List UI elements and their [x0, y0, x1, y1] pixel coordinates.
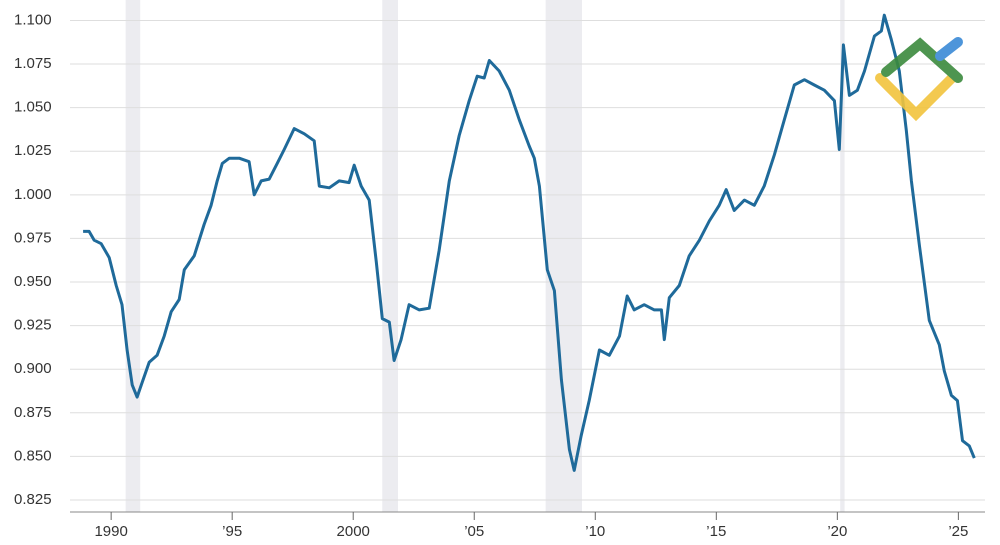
y-tick-label: 1.075	[14, 55, 52, 72]
x-tick-label: ’15	[706, 523, 726, 540]
y-tick-label: 0.875	[14, 404, 52, 421]
x-tick-label: ’25	[948, 523, 968, 540]
x-tick-label: 1990	[94, 523, 127, 540]
y-tick-label: 0.825	[14, 491, 52, 508]
recession-band	[545, 0, 582, 512]
data-line	[83, 13, 976, 472]
y-tick-label: 1.100	[14, 11, 52, 28]
x-tick-label: 2000	[337, 523, 370, 540]
x-tick-label: ’05	[464, 523, 484, 540]
x-tick-label: ’10	[585, 523, 605, 540]
y-tick-label: 0.975	[14, 229, 52, 246]
y-tick-label: 0.900	[14, 360, 52, 377]
x-tick-label: ’95	[222, 523, 242, 540]
y-tick-label: 1.025	[14, 142, 52, 159]
recession-band	[840, 0, 845, 512]
y-tick-label: 0.950	[14, 273, 52, 290]
y-tick-label: 0.850	[14, 447, 52, 464]
y-tick-label: 1.050	[14, 99, 52, 116]
x-tick-label: ’20	[827, 523, 847, 540]
y-tick-label: 0.925	[14, 317, 52, 334]
recession-band	[125, 0, 141, 512]
recession-band	[382, 0, 398, 512]
y-tick-label: 1.000	[14, 186, 52, 203]
watermark-logo	[875, 37, 963, 122]
